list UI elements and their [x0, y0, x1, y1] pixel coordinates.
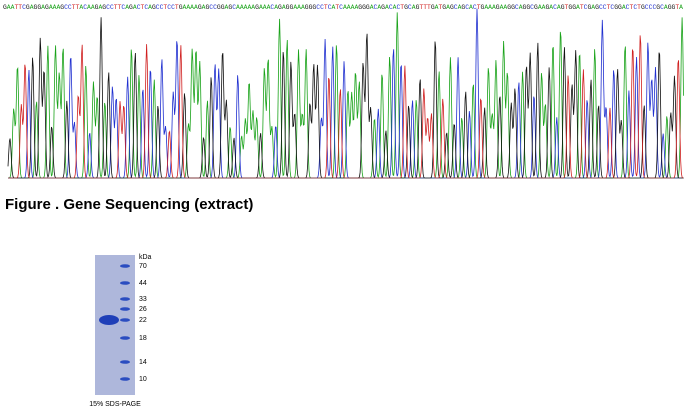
marker-label: 22: [139, 317, 147, 324]
marker-label: 14: [139, 359, 147, 366]
sequence: GAATTCGAGGAGAAAGCCTTACAAGAGCCTTCAGACTCAG…: [3, 4, 683, 11]
gel-caption: 15% SDS-PAGE: [89, 401, 141, 408]
ladder-band: [120, 281, 130, 285]
marker-label: 33: [139, 296, 147, 303]
ladder: 70 44 33 26 22 18 14 10: [120, 263, 147, 383]
marker-label: 10: [139, 376, 147, 383]
marker-label: 70: [139, 263, 147, 270]
marker-label: 44: [139, 280, 147, 287]
ladder-band: [120, 297, 130, 301]
ladder-band: [120, 307, 130, 311]
caption: Figure . Gene Sequencing (extract): [5, 196, 253, 213]
protein-band: [99, 315, 119, 325]
ladder-band: [120, 336, 130, 340]
chromatogram: [7, 8, 684, 179]
ladder-band: [120, 264, 130, 268]
unit-label: kDa: [139, 254, 152, 261]
marker-label: 26: [139, 306, 147, 313]
gel-lane: [95, 255, 135, 395]
marker-label: 18: [139, 335, 147, 342]
ladder-band: [120, 377, 130, 381]
ladder-band: [120, 360, 130, 364]
ladder-band: [120, 318, 130, 322]
